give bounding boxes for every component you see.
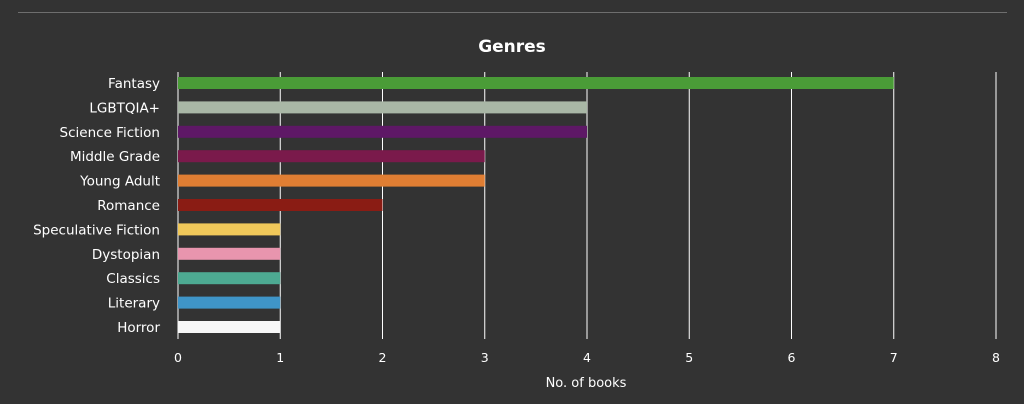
category-label-fantasy: Fantasy [108,76,160,92]
x-tick-label-1: 1 [276,350,284,365]
category-label-lgbtqia: LGBTQIA+ [89,100,160,116]
bar-middle-grade [178,150,485,163]
category-labels: Fantasy LGBTQIA+ Science Fiction Middle Gra… [33,76,160,336]
category-label-dystopian: Dystopian [92,247,160,263]
x-tick-label-0: 0 [174,350,182,365]
bar-science-fiction [178,125,587,138]
bar-speculative-fiction [178,223,281,236]
category-label-science-fiction: Science Fiction [60,125,160,141]
category-label-middle-grade: Middle Grade [70,149,160,165]
bar-literary [178,296,281,309]
category-label-speculative-fiction: Speculative Fiction [33,222,160,238]
x-tick-label-8: 8 [992,350,1000,365]
category-label-young-adult: Young Adult [79,174,160,190]
x-tick-label-7: 7 [890,350,898,365]
category-label-romance: Romance [97,198,160,214]
bar-young-adult [178,174,485,187]
x-tick-label-3: 3 [481,350,489,365]
bar-classics [178,272,281,285]
top-divider [18,12,1007,13]
x-tick-label-4: 4 [583,350,591,365]
x-axis-label: No. of books [546,376,627,391]
category-label-literary: Literary [108,296,160,312]
x-tick-label-6: 6 [788,350,796,365]
bar-romance [178,199,383,211]
category-label-classics: Classics [106,271,160,287]
bar-fantasy [178,77,894,89]
x-tick-label-2: 2 [379,350,387,365]
bar-dystopian [178,247,281,260]
bars [178,77,894,333]
x-tick-labels: 0 1 2 3 4 5 6 7 8 [174,350,1000,365]
category-label-horror: Horror [117,320,160,336]
x-tick-label-5: 5 [685,350,693,365]
bar-horror [178,321,281,333]
chart-title: Genres [478,37,546,57]
bar-lgbtqia [178,101,587,114]
grid-lines [177,72,997,339]
